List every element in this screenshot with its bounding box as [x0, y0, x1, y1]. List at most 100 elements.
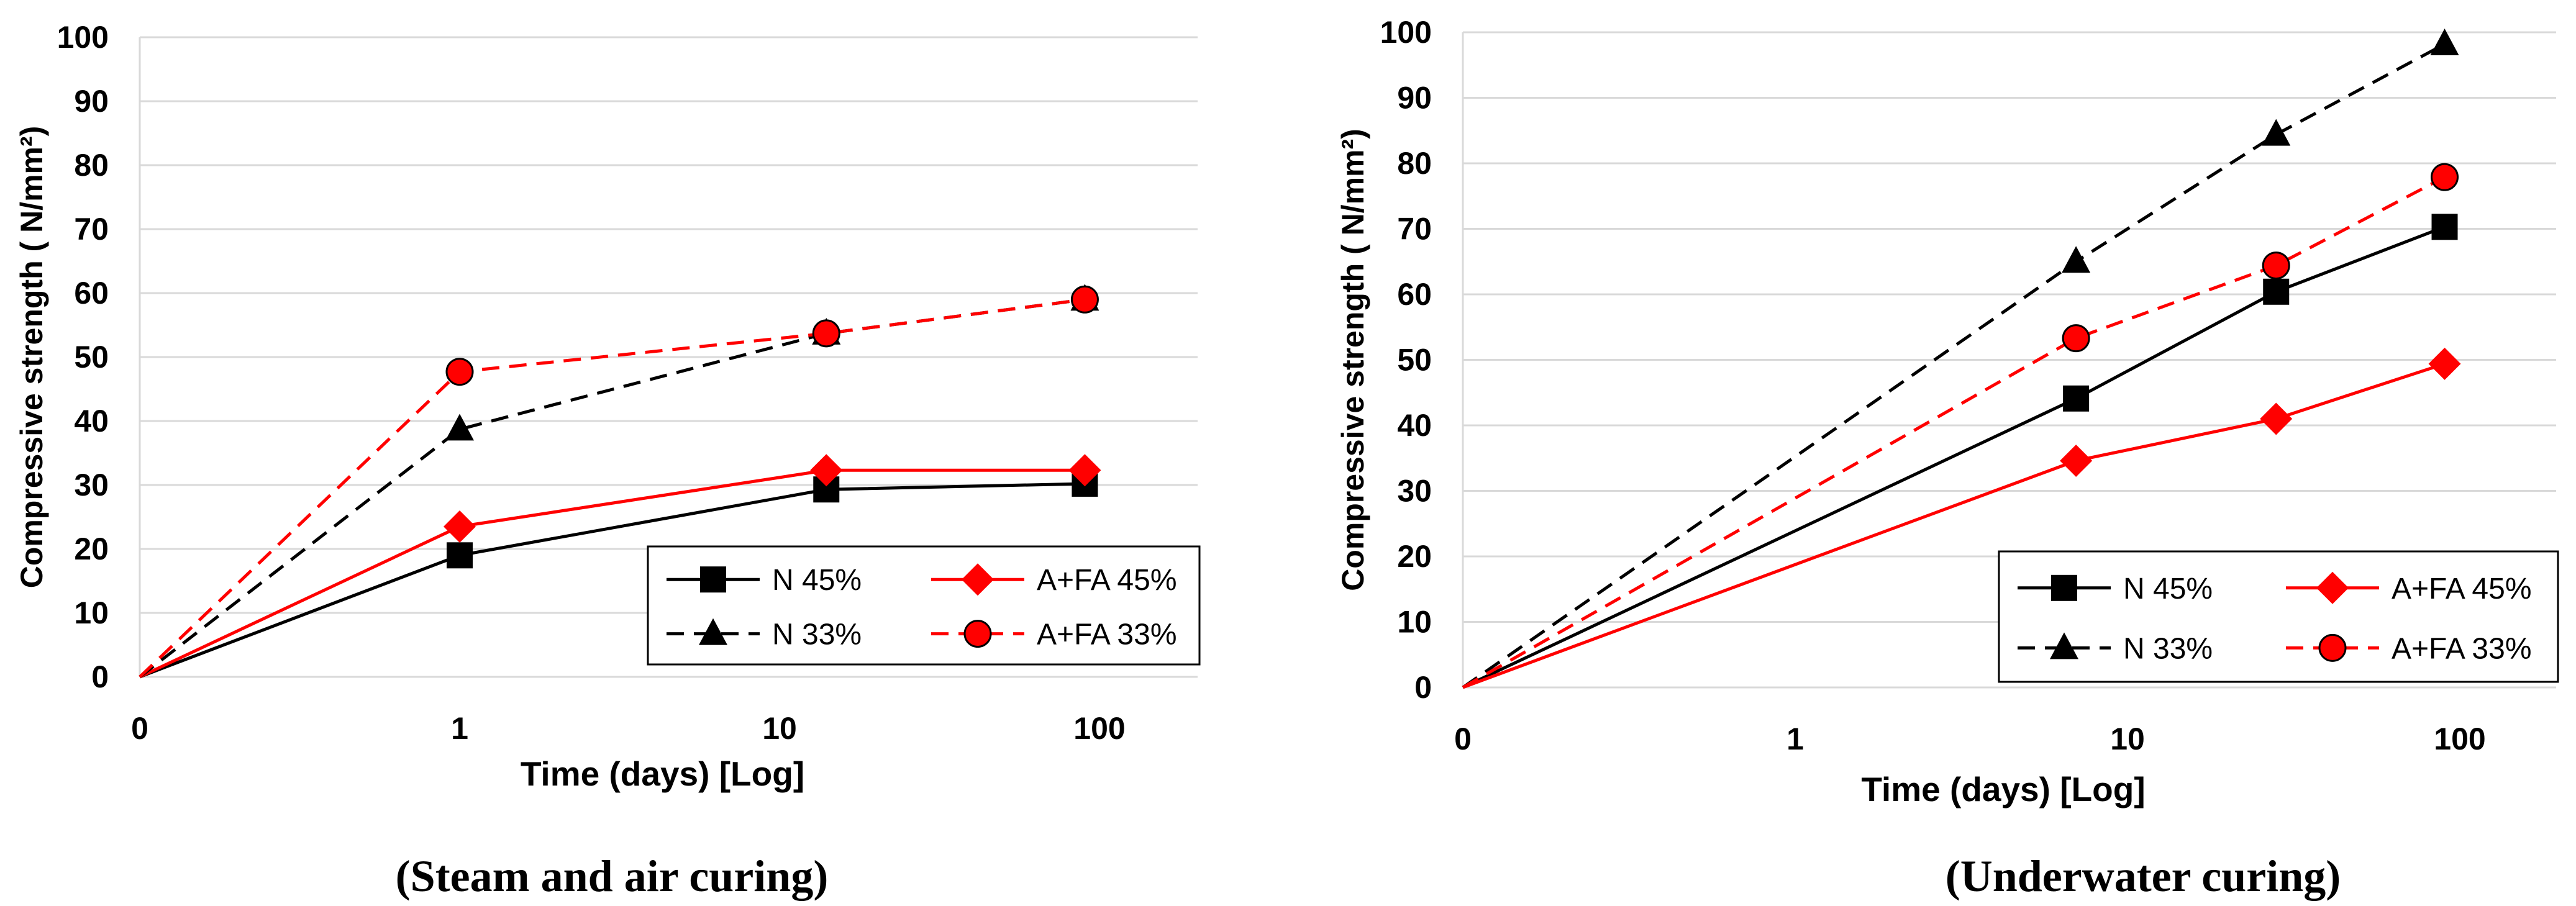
data-point-triangle: [2430, 28, 2459, 55]
data-point-square: [2263, 278, 2290, 305]
legend-label: A+FA 45%: [2392, 573, 2532, 605]
data-point-diamond: [810, 454, 843, 487]
chart-caption: (Steam and air curing): [396, 851, 829, 901]
series-n-33-: [1462, 28, 2459, 689]
x-tick-label: 10: [762, 711, 797, 746]
y-tick-label: 90: [74, 84, 109, 119]
y-tick-label: 50: [74, 340, 109, 374]
series-a-fa-33-: [139, 285, 1099, 678]
y-tick-label: 10: [1397, 605, 1432, 640]
y-tick-label: 80: [1397, 146, 1432, 181]
legend-item: A+FA 33%: [2286, 632, 2532, 665]
legend-marker-square: [700, 566, 726, 593]
chart-2: 0 10 20 30 40 50 60 70 80 90 100 0 1 10 100 Time (days)…: [1336, 15, 2559, 901]
legend-marker-circle: [2318, 633, 2347, 662]
data-point-diamond: [1068, 454, 1101, 487]
legend-marker-diamond: [962, 563, 994, 596]
data-point-circle: [2262, 251, 2290, 280]
y-tick-label: 50: [1397, 343, 1432, 378]
chart-caption: (Underwater curing): [1946, 851, 2341, 901]
data-point-diamond: [2428, 347, 2461, 380]
data-point-circle: [2062, 324, 2090, 353]
series-a-fa-45-: [139, 454, 1101, 679]
y-tick-label: 60: [1397, 277, 1432, 312]
data-point-circle: [1070, 285, 1099, 314]
y-tick-label: 30: [1397, 474, 1432, 509]
data-point-triangle: [445, 414, 474, 441]
legend-label: A+FA 33%: [1037, 618, 1177, 651]
legend-marker-triangle: [699, 618, 727, 645]
series-line: [1462, 42, 2446, 689]
legend-item: N 45%: [2018, 573, 2213, 605]
legend-label: N 45%: [2123, 573, 2213, 605]
data-point-triangle: [2262, 119, 2291, 146]
y-tick-label: 70: [74, 212, 109, 247]
y-tick-label: 40: [74, 404, 109, 438]
x-tick-label: 100: [1073, 711, 1125, 746]
data-point-square: [2063, 385, 2090, 412]
data-point-circle: [2431, 163, 2459, 191]
series-line: [1462, 225, 2446, 689]
y-tick-label: 70: [1397, 212, 1432, 247]
legend-label: N 45%: [772, 564, 862, 597]
legend-item: A+FA 45%: [2286, 571, 2532, 605]
legend-label: A+FA 33%: [2392, 632, 2532, 665]
data-point-diamond: [444, 510, 476, 543]
legend: N 45% A+FA 45% N 33% A+FA 33%: [647, 545, 1201, 666]
y-tick-label: 10: [74, 596, 109, 630]
data-point-square: [447, 542, 473, 569]
data-point-square: [2431, 214, 2458, 240]
x-tick-label: 0: [131, 711, 148, 746]
legend-marker-triangle: [2050, 632, 2078, 659]
series-line: [139, 468, 1085, 679]
y-tick-label: 20: [1397, 539, 1432, 574]
legend-item: A+FA 33%: [931, 618, 1177, 651]
series-n-45-: [1462, 214, 2458, 689]
legend-marker-square: [2051, 574, 2077, 601]
legend-marker-diamond: [2316, 571, 2349, 604]
legend-label: N 33%: [772, 618, 862, 651]
y-tick-label: 20: [74, 532, 109, 566]
x-tick-label: 0: [1454, 722, 1472, 756]
series-a-fa-33-: [1462, 163, 2459, 689]
x-tick-label: 100: [2434, 722, 2485, 756]
data-point-circle: [812, 319, 840, 348]
data-point-diamond: [2060, 444, 2093, 477]
y-tick-label: 0: [1414, 670, 1432, 705]
x-axis-label: Time (days) [Log]: [521, 754, 804, 793]
y-tick-label: 100: [57, 20, 109, 55]
legend-item: N 45%: [667, 564, 862, 597]
legend-box: [647, 545, 1201, 666]
legend-item: N 33%: [2018, 632, 2213, 665]
series-line: [1462, 175, 2446, 689]
y-tick-label: 80: [74, 148, 109, 183]
y-axis-label: Compressive strength ( N/mm²): [14, 126, 49, 589]
y-tick-label: 60: [74, 276, 109, 310]
y-axis-label: Compressive strength ( N/mm²): [1336, 129, 1370, 591]
legend-item: A+FA 45%: [931, 563, 1177, 597]
chart-1: 0 10 20 30 40 50 60 70 80 90 100 0 1 10 100 Time (days)…: [14, 20, 1201, 901]
legend-label: N 33%: [2123, 632, 2213, 665]
y-tick-label: 30: [74, 468, 109, 502]
legend-marker-circle: [963, 620, 992, 648]
series-line: [139, 297, 1085, 678]
legend-label: A+FA 45%: [1037, 564, 1177, 597]
x-tick-label: 10: [2110, 722, 2145, 756]
legend: N 45% A+FA 45% N 33% A+FA 33%: [1998, 550, 2559, 683]
x-tick-label: 1: [1786, 722, 1804, 756]
y-tick-label: 100: [1380, 15, 1432, 50]
data-point-triangle: [2062, 246, 2091, 273]
x-axis-label: Time (days) [Log]: [1861, 770, 2145, 809]
data-point-diamond: [2260, 402, 2293, 435]
series-line: [139, 482, 1085, 679]
legend-box: [1998, 550, 2559, 683]
x-tick-label: 1: [451, 711, 468, 746]
y-tick-label: 40: [1397, 408, 1432, 443]
series-line: [1462, 362, 2446, 689]
series-a-fa-45-: [1462, 347, 2461, 689]
y-tick-label: 90: [1397, 81, 1432, 116]
data-point-circle: [445, 358, 474, 386]
legend-item: N 33%: [667, 618, 862, 651]
y-tick-label: 0: [91, 659, 109, 694]
